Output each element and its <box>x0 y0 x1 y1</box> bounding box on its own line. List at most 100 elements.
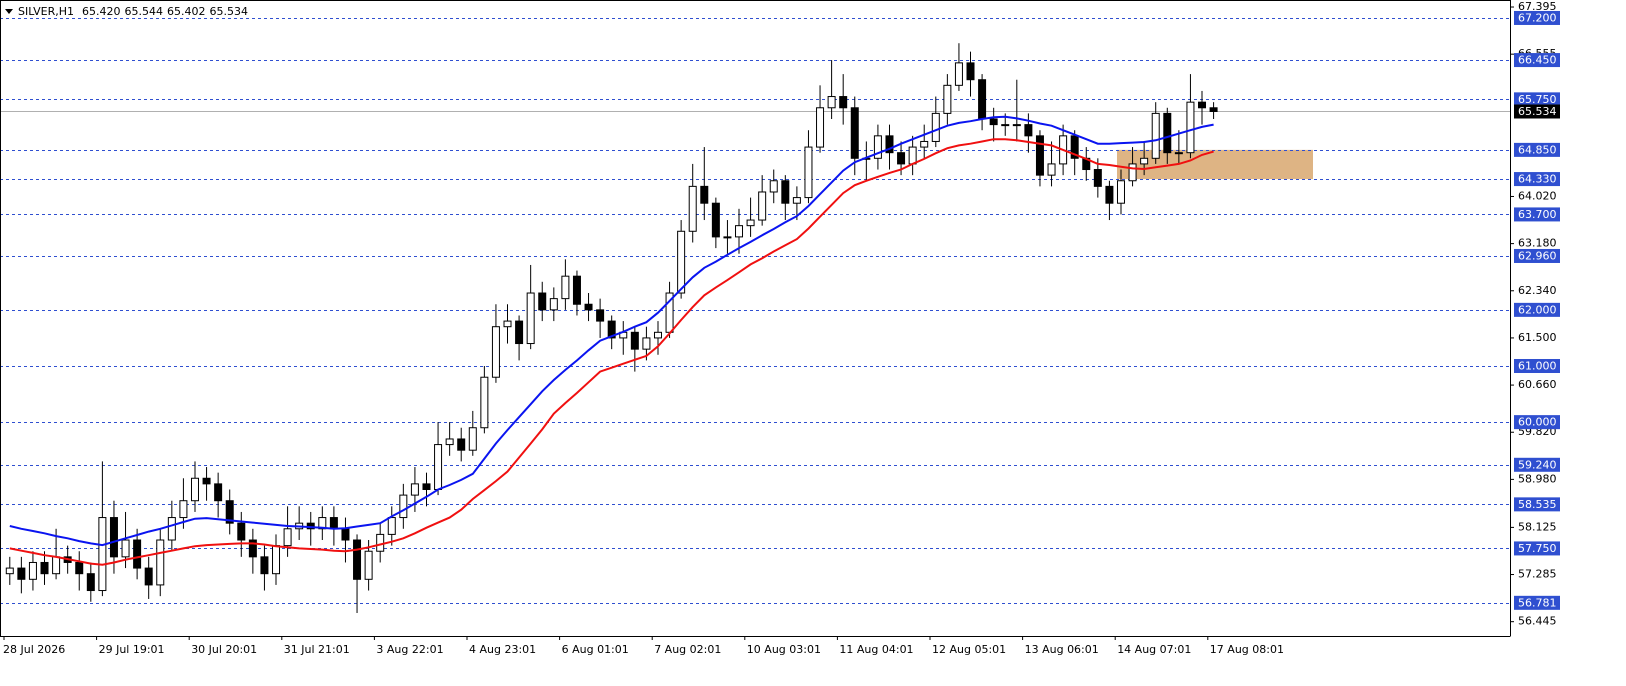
candle-body <box>318 517 327 530</box>
candle-body <box>1047 163 1056 176</box>
candle-body <box>1186 101 1195 154</box>
candle-body <box>792 197 801 204</box>
candle-body <box>272 545 281 575</box>
last-price-box <box>1514 104 1560 119</box>
level-label-box <box>1514 207 1560 222</box>
candle-body <box>376 533 385 552</box>
level-label-box <box>1514 248 1560 263</box>
x-tick-label: 14 Aug 07:01 <box>1117 643 1191 656</box>
moving-average <box>9 115 1214 547</box>
candle-body <box>978 79 987 120</box>
candle-body <box>549 298 558 311</box>
candle-body <box>688 185 697 232</box>
quote-high: 65.544 <box>125 5 164 18</box>
y-tick-label: 58.980 <box>1518 472 1557 485</box>
x-tick-label: 3 Aug 22:01 <box>376 643 443 656</box>
candle-body <box>723 236 732 239</box>
candle-body <box>607 320 616 339</box>
mid-layer <box>5 43 1218 613</box>
x-tick-label: 17 Aug 08:01 <box>1210 643 1284 656</box>
candle-body <box>1012 124 1021 127</box>
x-tick-label: 28 Jul 2026 <box>3 643 65 656</box>
candle-body <box>225 500 234 524</box>
level-label: 64.850 <box>1518 143 1557 156</box>
candle-body <box>572 275 581 305</box>
candle-body <box>202 477 211 485</box>
candle-body <box>850 107 859 159</box>
candle-body <box>1140 157 1149 165</box>
candle-body <box>260 556 269 575</box>
candle-body <box>237 522 246 541</box>
candle-body <box>283 528 292 547</box>
level-label-box <box>1514 358 1560 373</box>
level-label-box <box>1514 415 1560 430</box>
candle-body <box>630 331 639 350</box>
candle-body <box>1209 107 1218 112</box>
x-tick-label: 29 Jul 19:01 <box>99 643 165 656</box>
candle-body <box>538 292 547 311</box>
candle-body <box>5 567 14 575</box>
level-label-box <box>1514 541 1560 556</box>
candle-body <box>989 118 998 126</box>
candle-body <box>1024 124 1033 137</box>
candle-body <box>931 112 940 142</box>
candle-body <box>52 556 61 575</box>
level-label: 58.535 <box>1518 498 1557 511</box>
y-tick-label: 57.285 <box>1518 568 1557 581</box>
chart-header: SILVER,H1 65.420 65.544 65.402 65.534 <box>18 5 248 18</box>
candle-body <box>885 135 894 154</box>
level-label-box <box>1514 497 1560 512</box>
level-label-box <box>1514 595 1560 610</box>
candle-body <box>526 292 535 345</box>
menu-triangle <box>5 9 13 14</box>
x-tick-label: 12 Aug 05:01 <box>932 643 1006 656</box>
symbol: SILVER,H1 <box>18 5 74 18</box>
candle-body <box>491 326 500 378</box>
candle-body <box>1035 135 1044 176</box>
level-label: 66.450 <box>1518 54 1557 67</box>
candle-body <box>827 96 836 109</box>
candle-body <box>1151 112 1160 159</box>
y-tick-label: 61.500 <box>1518 331 1557 344</box>
level-label: 60.000 <box>1518 416 1557 429</box>
level-label: 65.750 <box>1518 93 1557 106</box>
level-label: 62.000 <box>1518 303 1557 316</box>
candle-body <box>584 303 593 311</box>
candle-body <box>653 331 662 339</box>
candle-body <box>434 444 443 490</box>
level-label-box <box>1514 172 1560 187</box>
candle-body <box>642 337 651 350</box>
y-tick-label: 67.395 <box>1518 0 1557 13</box>
candle-body <box>1001 124 1010 127</box>
y-tick-label: 62.340 <box>1518 284 1557 297</box>
level-label: 62.960 <box>1518 249 1557 262</box>
candle-body <box>109 517 118 558</box>
candle-body <box>839 96 848 109</box>
candle-body <box>908 146 917 165</box>
candle-body <box>156 539 165 586</box>
candle-body <box>1163 112 1172 154</box>
candle-body <box>40 561 49 575</box>
level-label-box <box>1514 302 1560 317</box>
x-tick-label: 10 Aug 03:01 <box>747 643 821 656</box>
candle-body <box>943 84 952 114</box>
candle-body <box>98 517 107 592</box>
level-label-box <box>1514 457 1560 472</box>
candle-body <box>897 152 906 165</box>
candle-body <box>144 567 153 586</box>
candle-body <box>457 438 466 451</box>
candle-body <box>17 567 26 580</box>
candle-body <box>86 573 95 592</box>
candle-body <box>121 539 130 558</box>
x-tick-label: 31 Jul 21:01 <box>284 643 350 656</box>
support-zone <box>1116 149 1313 180</box>
y-tick-label: 64.020 <box>1518 189 1557 202</box>
candle-body <box>1105 185 1114 204</box>
last-price-label: 65.534 <box>1518 105 1557 118</box>
candle-body <box>746 219 755 227</box>
level-label-box <box>1514 53 1560 68</box>
quote-close: 65.534 <box>210 5 249 18</box>
candle-body <box>28 561 37 580</box>
candle-body <box>954 62 963 86</box>
